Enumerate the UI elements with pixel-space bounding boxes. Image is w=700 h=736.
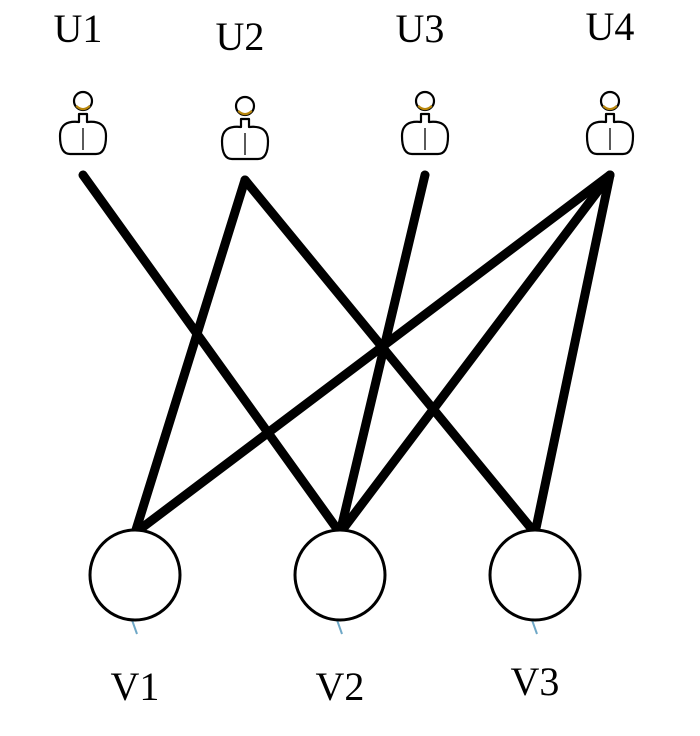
label-V1: V1 [111,664,160,709]
label-U1: U1 [54,6,103,51]
label-U3: U3 [396,6,445,51]
label-V3: V3 [511,659,560,704]
label-V2: V2 [316,664,365,709]
label-U4: U4 [586,4,635,49]
bipartite-diagram: V1 V2 V3 U1 U2 U3 U4 [0,0,700,736]
label-U2: U2 [216,14,265,59]
